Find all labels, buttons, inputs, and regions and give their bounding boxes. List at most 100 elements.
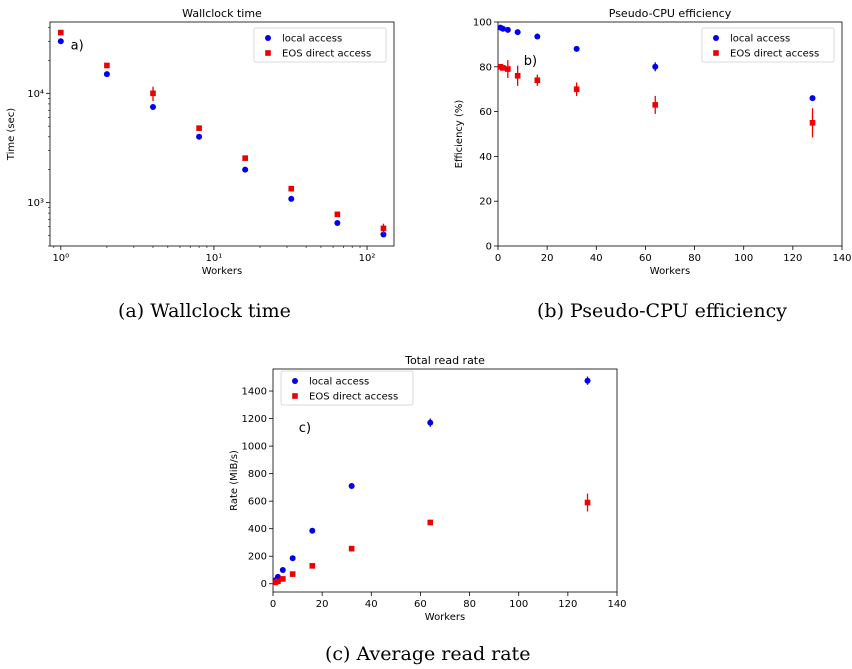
- y-tick-label: 1200: [242, 414, 267, 425]
- data-point: [104, 62, 110, 69]
- legend-marker: [292, 378, 298, 384]
- y-tick-label: 1400: [242, 387, 267, 398]
- y-tick-label: 400: [248, 524, 267, 535]
- data-point: [57, 38, 64, 45]
- data-point: [584, 377, 591, 384]
- chart-title: Pseudo-CPU efficiency: [609, 7, 732, 20]
- x-tick-label: 140: [607, 599, 626, 610]
- data-point: [534, 77, 541, 84]
- data-point: [499, 25, 506, 32]
- caption-b: (b) Pseudo-CPU efficiency: [537, 300, 787, 322]
- x-tick-label: 60: [639, 253, 652, 264]
- data-point: [380, 231, 387, 238]
- data-point: [196, 133, 203, 140]
- data-point: [573, 45, 580, 52]
- x-tick-label: 40: [590, 253, 603, 264]
- data-point: [149, 103, 156, 110]
- data-point: [334, 219, 341, 226]
- legend-marker: [713, 50, 719, 56]
- panel-label: b): [524, 54, 537, 69]
- legend: local access EOS direct access: [280, 370, 414, 406]
- y-tick-label: 40: [479, 152, 492, 163]
- data-point: [150, 90, 156, 97]
- y-tick-label: 80: [479, 62, 492, 73]
- y-tick-label: 0: [486, 242, 492, 253]
- chart-total-read-rate: 0 20 40 60 80 100 120 1400200400600800100012001…: [229, 354, 627, 623]
- data-point: [514, 72, 521, 79]
- y-tick-label: 0: [261, 579, 267, 590]
- x-axis-label: Workers: [202, 266, 242, 277]
- data-point: [427, 419, 434, 426]
- data-point: [279, 566, 286, 573]
- legend-label: local access: [309, 377, 369, 388]
- x-tick-label: 40: [365, 599, 378, 610]
- data-point: [334, 211, 341, 218]
- data-point: [809, 95, 816, 102]
- y-tick-label: 600: [248, 497, 267, 508]
- x-axis-label: Workers: [650, 266, 690, 277]
- plot-frame: [497, 21, 843, 247]
- data-point: [584, 499, 591, 506]
- chart-title: Total read rate: [404, 354, 485, 367]
- x-tick-label: 120: [558, 599, 577, 610]
- data-point: [196, 125, 202, 131]
- x-tick-label: 20: [541, 253, 554, 264]
- panel-label: c): [299, 421, 311, 436]
- data-point: [309, 563, 316, 569]
- data-point: [500, 65, 506, 71]
- plot-frame: [49, 21, 395, 247]
- y-tick-label: 10⁴: [27, 89, 44, 100]
- data-point: [504, 26, 511, 33]
- x-tick-label: 0: [495, 253, 501, 264]
- y-tick-label: 1000: [242, 442, 267, 453]
- legend-box: [253, 27, 387, 63]
- panel-label: a): [71, 38, 84, 53]
- x-tick-label: 10⁰: [52, 253, 69, 264]
- x-tick-label: 0: [270, 599, 276, 610]
- data-point: [242, 155, 248, 161]
- legend-label: EOS direct access: [309, 392, 398, 403]
- y-axis-label: Time (sec): [6, 108, 17, 161]
- data-point: [427, 519, 434, 526]
- data-point: [652, 102, 659, 108]
- data-point: [380, 225, 387, 232]
- legend: local access EOS direct access: [701, 27, 835, 63]
- chart-title: Wallclock time: [182, 7, 262, 20]
- data-point: [514, 29, 521, 36]
- plot-frame: [272, 368, 618, 593]
- data-point: [275, 578, 281, 585]
- legend-box: [701, 27, 835, 63]
- legend-label: local access: [282, 34, 342, 45]
- series-local: [272, 376, 591, 584]
- y-tick-label: 10³: [27, 198, 44, 209]
- x-tick-label: 100: [734, 253, 753, 264]
- series-local: [57, 38, 387, 238]
- series-eos: [272, 493, 591, 586]
- x-tick-label: 80: [463, 599, 476, 610]
- data-point: [274, 573, 281, 580]
- data-point: [289, 571, 296, 577]
- y-tick-label: 100: [473, 18, 492, 29]
- data-point: [505, 66, 511, 72]
- data-point: [309, 527, 316, 534]
- y-axis-label: Efficiency (%): [454, 100, 465, 169]
- data-point: [809, 120, 816, 126]
- data-point: [288, 195, 295, 202]
- legend-marker: [265, 35, 271, 41]
- data-point: [348, 545, 355, 552]
- y-tick-label: 60: [479, 107, 492, 118]
- x-axis-label: Workers: [425, 612, 465, 623]
- x-tick-label: 120: [783, 253, 802, 264]
- legend-marker: [265, 50, 271, 56]
- caption-c: (c) Average read rate: [325, 643, 531, 665]
- series-eos: [58, 29, 387, 234]
- x-tick-label: 140: [832, 253, 851, 264]
- data-point: [534, 33, 541, 40]
- series-eos: [497, 60, 816, 138]
- legend-marker: [713, 35, 719, 41]
- legend-label: EOS direct access: [282, 49, 371, 60]
- chart-pseudo-cpu-efficiency: 0 20 40 60 80 100 120 140 0 20 40 60 80 100 Pseudo-CPU…: [454, 7, 852, 277]
- legend-label: EOS direct access: [730, 49, 819, 60]
- data-point: [348, 483, 355, 490]
- data-point: [58, 29, 64, 36]
